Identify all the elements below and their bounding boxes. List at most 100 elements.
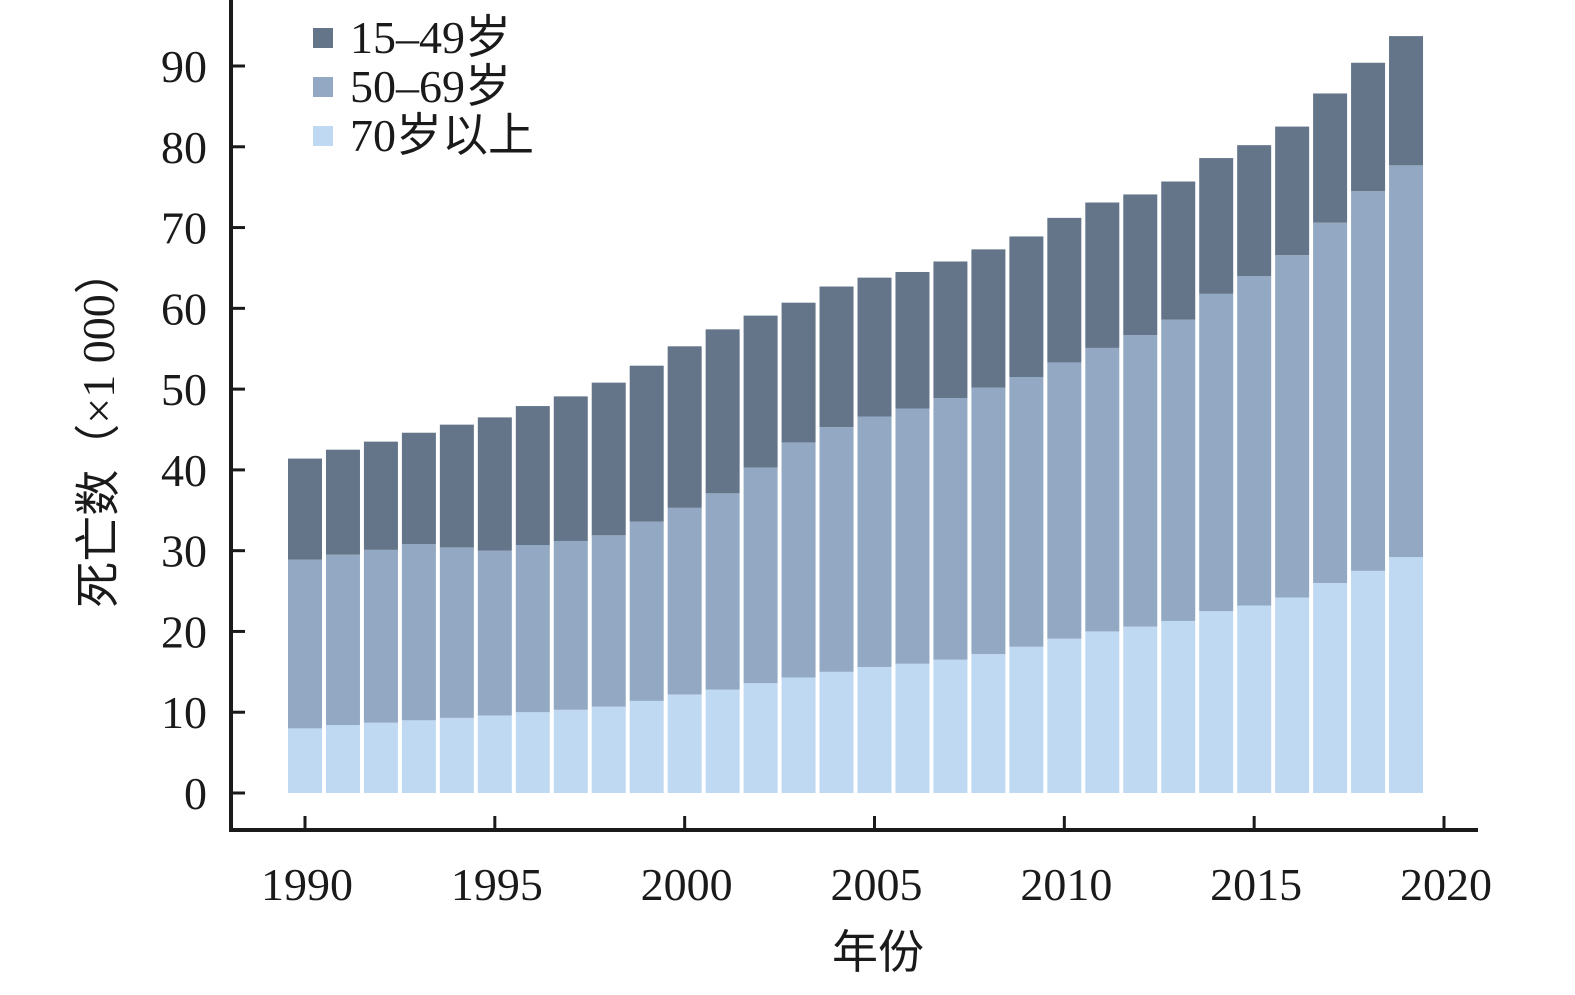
bar-2006-series-0 bbox=[895, 663, 930, 793]
bar-2004-series-1 bbox=[819, 427, 854, 672]
bar-1997-series-1 bbox=[553, 540, 588, 710]
bar-2017-series-2 bbox=[1313, 93, 1348, 223]
bar-2017-series-0 bbox=[1313, 582, 1348, 793]
bar-1994-series-1 bbox=[439, 547, 474, 718]
bar-2019-series-1 bbox=[1389, 165, 1424, 558]
bar-1998-series-0 bbox=[591, 706, 626, 793]
bar-2017-series-1 bbox=[1313, 222, 1348, 583]
bar-1993-series-0 bbox=[401, 720, 436, 793]
bar-2008-series-1 bbox=[971, 387, 1006, 655]
x-tick-label-2010: 2010 bbox=[1020, 859, 1112, 910]
bar-2005-series-1 bbox=[857, 416, 892, 667]
bar-2015-series-0 bbox=[1237, 605, 1272, 793]
bar-2004-series-0 bbox=[819, 671, 854, 793]
y-tick-label-60: 60 bbox=[161, 283, 207, 334]
y-tick-label-50: 50 bbox=[161, 364, 207, 415]
x-tick-label-1995: 1995 bbox=[451, 859, 543, 910]
bar-2002-series-2 bbox=[743, 315, 778, 468]
bar-1993-series-2 bbox=[401, 432, 436, 545]
bar-2016-series-1 bbox=[1275, 255, 1310, 598]
bar-1993-series-1 bbox=[401, 544, 436, 721]
bar-1992-series-2 bbox=[363, 441, 398, 550]
bar-1999-series-2 bbox=[629, 365, 664, 522]
bar-1992-series-0 bbox=[363, 722, 398, 793]
bar-2009-series-1 bbox=[1009, 376, 1044, 647]
bar-1999-series-0 bbox=[629, 700, 664, 793]
bar-1995-series-2 bbox=[477, 417, 512, 551]
bar-2001-series-1 bbox=[705, 493, 740, 690]
bar-2001-series-2 bbox=[705, 329, 740, 494]
bar-2019-series-2 bbox=[1389, 36, 1424, 166]
x-tick-label-2015: 2015 bbox=[1210, 859, 1302, 910]
bar-2000-series-2 bbox=[667, 346, 702, 508]
legend-label-0: 15–49岁 bbox=[350, 12, 511, 63]
bar-2000-series-0 bbox=[667, 694, 702, 793]
bar-2001-series-0 bbox=[705, 689, 740, 793]
bar-1994-series-0 bbox=[439, 717, 474, 793]
legend-swatch-2 bbox=[313, 126, 333, 146]
bar-2016-series-0 bbox=[1275, 597, 1310, 793]
bar-2005-series-2 bbox=[857, 277, 892, 417]
bar-2018-series-0 bbox=[1351, 570, 1386, 793]
y-tick-label-20: 20 bbox=[161, 606, 207, 657]
bar-2010-series-2 bbox=[1047, 217, 1082, 363]
bars-layer bbox=[288, 36, 1424, 793]
bar-2014-series-1 bbox=[1199, 293, 1234, 612]
bar-1992-series-1 bbox=[363, 549, 398, 723]
bar-2011-series-1 bbox=[1085, 347, 1120, 632]
bar-2018-series-1 bbox=[1351, 191, 1386, 571]
bar-2012-series-0 bbox=[1123, 626, 1158, 793]
axes-layer: 0 10 20 30 40 50 60 70 80 90 1990 1995 2000 2005 2010 2… bbox=[161, 0, 1492, 910]
bar-2003-series-0 bbox=[781, 677, 816, 793]
bar-1996-series-1 bbox=[515, 545, 550, 713]
x-tick-label-1990: 1990 bbox=[261, 859, 353, 910]
legend-label-2: 70岁以上 bbox=[350, 110, 534, 161]
bar-2010-series-1 bbox=[1047, 362, 1082, 639]
y-tick-label-0: 0 bbox=[184, 768, 207, 819]
bar-2006-series-1 bbox=[895, 408, 930, 664]
y-axis-title: 死亡数（×1 000） bbox=[73, 248, 124, 607]
bar-2006-series-2 bbox=[895, 271, 930, 409]
bar-1991-series-2 bbox=[325, 449, 360, 555]
bar-2018-series-2 bbox=[1351, 62, 1386, 192]
bar-2012-series-2 bbox=[1123, 194, 1158, 335]
bar-1990-series-0 bbox=[288, 728, 322, 793]
bar-1997-series-0 bbox=[553, 709, 588, 793]
bar-2011-series-2 bbox=[1085, 202, 1120, 348]
bar-1997-series-2 bbox=[553, 396, 588, 541]
legend-label-1: 50–69岁 bbox=[350, 61, 511, 112]
bar-1990-series-2 bbox=[288, 458, 322, 560]
x-tick-label-2005: 2005 bbox=[831, 859, 923, 910]
bar-2009-series-2 bbox=[1009, 236, 1044, 377]
bar-2007-series-1 bbox=[933, 398, 968, 660]
bar-2012-series-1 bbox=[1123, 334, 1158, 627]
y-tick-label-30: 30 bbox=[161, 526, 207, 577]
bar-2009-series-0 bbox=[1009, 646, 1044, 793]
bar-1990-series-1 bbox=[288, 559, 322, 729]
bar-2014-series-2 bbox=[1199, 158, 1234, 294]
bar-1995-series-0 bbox=[477, 715, 512, 793]
y-tick-label-10: 10 bbox=[161, 687, 207, 738]
bar-2002-series-1 bbox=[743, 467, 778, 684]
legend-swatch-0 bbox=[313, 28, 333, 48]
y-tick-label-80: 80 bbox=[161, 122, 207, 173]
bar-1991-series-0 bbox=[325, 725, 360, 793]
bar-2013-series-1 bbox=[1161, 319, 1196, 621]
bar-2008-series-0 bbox=[971, 654, 1006, 793]
bar-1991-series-1 bbox=[325, 554, 360, 726]
bar-2004-series-2 bbox=[819, 286, 854, 428]
y-tick-label-40: 40 bbox=[161, 445, 207, 496]
bar-2008-series-2 bbox=[971, 249, 1006, 388]
bar-1996-series-0 bbox=[515, 712, 550, 793]
bar-2015-series-2 bbox=[1237, 145, 1272, 277]
bar-2014-series-0 bbox=[1199, 611, 1234, 793]
x-tick-label-2020: 2020 bbox=[1400, 859, 1492, 910]
bar-2013-series-2 bbox=[1161, 181, 1196, 320]
x-tick-label-2000: 2000 bbox=[641, 859, 733, 910]
legend-swatch-1 bbox=[313, 77, 333, 97]
bar-2005-series-0 bbox=[857, 666, 892, 793]
bar-1995-series-1 bbox=[477, 550, 512, 716]
